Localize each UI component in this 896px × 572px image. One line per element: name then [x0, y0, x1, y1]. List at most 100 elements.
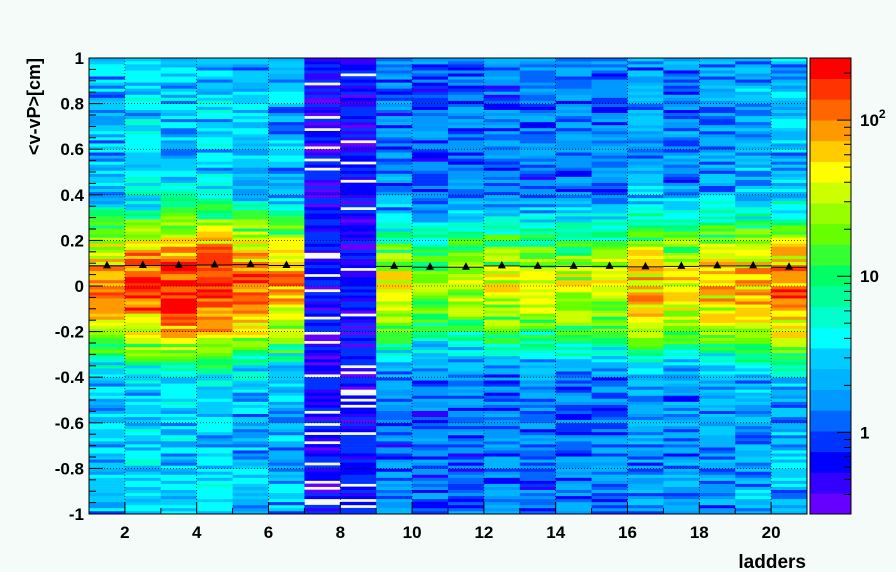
- heatmap-cell: [591, 441, 628, 445]
- heatmap-cell: [376, 225, 413, 229]
- heatmap-cell: [771, 197, 807, 202]
- heatmap-cell: [771, 316, 807, 320]
- heatmap-cell: [196, 130, 233, 135]
- heatmap-cell: [376, 137, 413, 141]
- heatmap-cell: [483, 140, 521, 144]
- heatmap-cell: [735, 140, 772, 144]
- heatmap-cell: [160, 337, 197, 342]
- heatmap-cell: [771, 352, 807, 357]
- heatmap-cell: [232, 377, 269, 381]
- heatmap-cell: [196, 267, 233, 272]
- heatmap-cell: [412, 441, 449, 445]
- heatmap-cell: [376, 462, 413, 466]
- heatmap-cell: [771, 301, 807, 305]
- heatmap-cell: [627, 191, 664, 196]
- heatmap-cell: [483, 210, 521, 214]
- y-tick-label: -1: [69, 505, 84, 524]
- heatmap-cell: [555, 176, 592, 180]
- heatmap-cell: [160, 219, 197, 223]
- heatmap-cell: [232, 106, 269, 110]
- heatmap-cell: [124, 112, 162, 117]
- heatmap-cell: [627, 368, 664, 372]
- heatmap-cell: [483, 456, 521, 460]
- heatmap-cell: [89, 349, 126, 354]
- heatmap-cell: [735, 495, 772, 500]
- heatmap-cell: [160, 88, 197, 92]
- heatmap-cell: [196, 149, 233, 153]
- heatmap-cell: [591, 483, 628, 487]
- heatmap-cell: [160, 106, 197, 110]
- heatmap-cell: [483, 447, 521, 451]
- heatmap-cell: [304, 295, 341, 299]
- heatmap-cell: [448, 97, 485, 101]
- heatmap-cell: [555, 124, 592, 129]
- heatmap-cell: [591, 343, 628, 348]
- heatmap-cell: [304, 185, 341, 190]
- heatmap-cell: [519, 486, 556, 490]
- mean-marker: [390, 261, 399, 269]
- heatmap-cell: [483, 298, 521, 302]
- heatmap-cell: [591, 434, 628, 439]
- heatmap-cell: [124, 146, 162, 150]
- heatmap-cell: [268, 480, 305, 484]
- heatmap-cell: [771, 486, 807, 490]
- heatmap-cell: [448, 434, 485, 439]
- heatmap-cell: [519, 167, 556, 171]
- heatmap-cell: [412, 325, 449, 329]
- heatmap-cell: [591, 331, 628, 335]
- heatmap-cell: [124, 161, 162, 165]
- heatmap-cell: [663, 85, 700, 89]
- heatmap-cell: [663, 434, 700, 439]
- heatmap-cell: [412, 295, 449, 299]
- heatmap-cell: [196, 428, 233, 433]
- heatmap-cell: [304, 124, 341, 129]
- heatmap-cell: [304, 118, 341, 123]
- heatmap-cell: [735, 507, 772, 512]
- heatmap-cell: [89, 170, 126, 174]
- heatmap-cell: [448, 231, 485, 235]
- heatmap-cell: [196, 73, 233, 77]
- heatmap-cell: [232, 176, 269, 180]
- heatmap-cell: [412, 158, 449, 162]
- heatmap-cell: [699, 295, 736, 299]
- heatmap-cell: [124, 115, 162, 120]
- heatmap-cell: [232, 419, 269, 424]
- heatmap-cell: [483, 392, 521, 396]
- heatmap-cell: [448, 471, 485, 475]
- heatmap-cell: [412, 164, 449, 168]
- heatmap-cell: [663, 188, 700, 193]
- heatmap-cell: [483, 273, 521, 278]
- heatmap-cell: [124, 219, 162, 223]
- heatmap-cell: [412, 398, 449, 402]
- heatmap-cell: [196, 140, 233, 144]
- heatmap-cell: [735, 371, 772, 375]
- heatmap-cell: [735, 352, 772, 357]
- heatmap-cell: [268, 474, 305, 478]
- heatmap-cell: [232, 213, 269, 217]
- heatmap-cell: [448, 358, 485, 363]
- heatmap-cell: [232, 322, 269, 326]
- heatmap-cell: [160, 216, 197, 220]
- heatmap-cell: [735, 419, 772, 424]
- heatmap-cell: [555, 219, 592, 223]
- heatmap-cell: [124, 64, 162, 68]
- heatmap-cell: [448, 164, 485, 168]
- heatmap-cell: [304, 380, 341, 384]
- heatmap-cell: [376, 444, 413, 448]
- heatmap-cell: [448, 504, 485, 509]
- heatmap-cell: [735, 276, 772, 281]
- heatmap-cell: [268, 298, 305, 302]
- heatmap-cell: [627, 343, 664, 348]
- heatmap-cell: [448, 286, 485, 290]
- heatmap-cell: [699, 237, 736, 241]
- heatmap-cell: [412, 319, 449, 323]
- heatmap-cell: [771, 161, 807, 165]
- heatmap-cell: [89, 386, 126, 390]
- heatmap-cell: [124, 118, 162, 123]
- heatmap-cell: [376, 158, 413, 162]
- heatmap-cell: [376, 234, 413, 238]
- heatmap-cell: [196, 124, 233, 129]
- heatmap-cell: [340, 407, 377, 411]
- heatmap-cell: [196, 173, 233, 177]
